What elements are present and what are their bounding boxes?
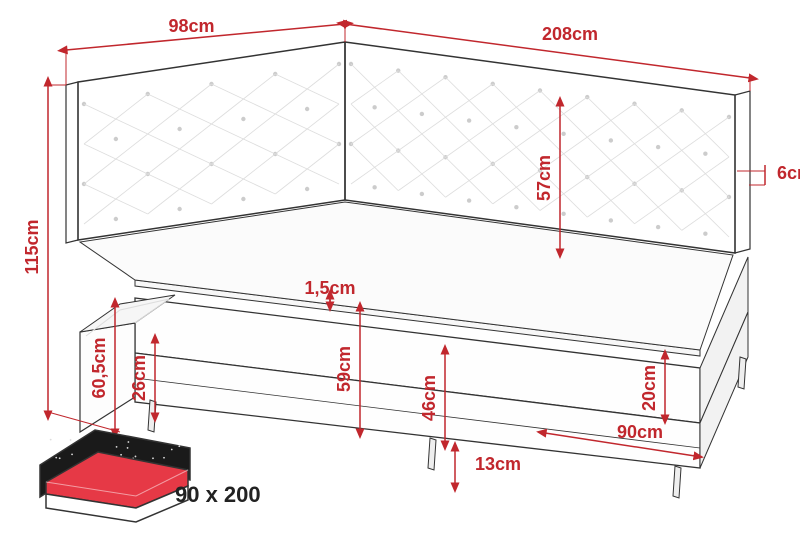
dimension-label: 46cm bbox=[419, 375, 439, 421]
dimension-label: 90cm bbox=[617, 422, 663, 442]
size-label: 90 x 200 bbox=[175, 482, 261, 507]
mattress-size-icon bbox=[40, 430, 190, 522]
dimension-label: 98cm bbox=[168, 16, 214, 36]
bed-dimension-diagram: 98cm 208cm 115cm 60,5cm 26cm 1,5cm 59cm 46cm 57c… bbox=[0, 0, 800, 533]
dimension-label: 57cm bbox=[534, 155, 554, 201]
bed-leg bbox=[673, 466, 681, 498]
dimension-label: 26cm bbox=[129, 355, 149, 401]
bed-leg bbox=[428, 438, 436, 470]
dimension-label: 20cm bbox=[639, 365, 659, 411]
dimension-label: 208cm bbox=[542, 24, 598, 44]
dimension-label: 59cm bbox=[334, 346, 354, 392]
dimension-label: 1,5cm bbox=[304, 278, 355, 298]
dimension-label: 115cm bbox=[22, 219, 42, 274]
dimension-label: 6cm bbox=[777, 163, 800, 183]
tufted-pattern bbox=[82, 62, 341, 224]
dimension-label: 13cm bbox=[475, 454, 521, 474]
bed-leg bbox=[738, 357, 746, 389]
dimension-label: 60,5cm bbox=[89, 337, 109, 398]
